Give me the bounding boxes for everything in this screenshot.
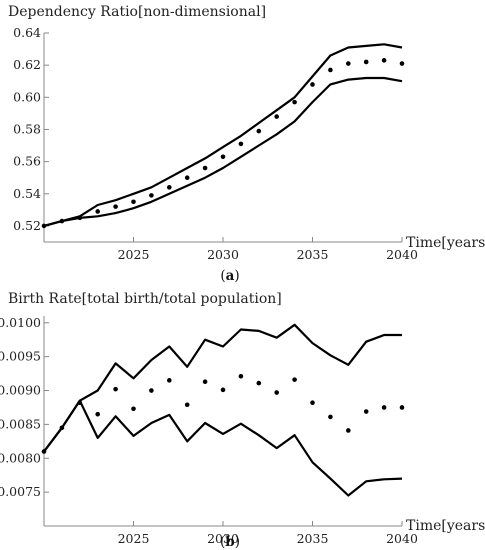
panel-a-data-point	[113, 204, 118, 209]
panel-a-x-ticks: 2025 2030 2035 2040	[118, 237, 418, 262]
panel-a-y-tick-label: 0.54	[13, 186, 41, 201]
panel-a-data-point	[256, 128, 262, 134]
panel-b-series-line-0	[43, 323, 402, 453]
panel-a-label: a	[226, 268, 235, 284]
panel-b-series	[41, 323, 405, 497]
panel-a-x-tick-label: 2035	[297, 247, 329, 262]
panel-b-data-point	[184, 402, 190, 408]
panel-a-data-point	[220, 154, 226, 160]
panel-a-chart: Dependency Ratio[non-dimensional] Time[y…	[8, 4, 485, 284]
panel-b-y-tick-label: 0.0080	[0, 450, 41, 465]
panel-a-series	[41, 43, 405, 229]
panel-a-data-point	[41, 223, 47, 229]
panel-a-xlabel: Time[years]	[406, 235, 485, 251]
panel-a-data-point	[292, 99, 297, 105]
panel-b-data-point	[238, 373, 244, 379]
panel-b-data-point	[274, 390, 280, 395]
panel-a-y-tick-label: 0.58	[13, 121, 41, 136]
panel-b-y-tick-label: 0.0095	[0, 349, 41, 364]
panel-b-y-tick-label: 0.0090	[0, 383, 41, 398]
panel-b-data-point	[256, 380, 262, 386]
panel-b-data-point	[77, 400, 83, 406]
panel-b-label: b	[225, 534, 234, 550]
panel-b-ylabel: Birth Rate[total birth/total population]	[8, 291, 282, 307]
panel-b-data-point	[292, 377, 297, 382]
panel-b-x-ticks: 2025 2030 2035 2040	[118, 521, 418, 546]
panel-a-y-tick-label: 0.62	[13, 57, 41, 72]
panel-a-y-ticks: 0.52 0.54 0.56 0.58 0.60 0.62 0.64	[13, 25, 49, 233]
panel-b-data-point	[149, 388, 154, 393]
panel-a-data-point	[238, 141, 244, 147]
panel-b-data-point	[113, 386, 118, 392]
panel-b-data-point	[167, 378, 172, 383]
panel-a-data-point	[167, 185, 172, 190]
panel-b-x-tick-label: 2030	[207, 531, 239, 546]
panel-b-data-point	[363, 409, 369, 414]
panel-a-data-point	[149, 193, 154, 198]
panel-b-data-point	[328, 414, 333, 420]
panel-a-caption: (a)	[220, 268, 239, 284]
panel-a-data-point	[346, 61, 351, 66]
panel-a-y-tick-label: 0.56	[13, 154, 41, 169]
panel-b-chart: Birth Rate[total birth/total population]…	[0, 291, 485, 550]
panel-a-x-tick-label: 2040	[386, 247, 418, 262]
panel-a-x-tick-label: 2030	[207, 247, 239, 262]
panel-b-data-point	[310, 400, 315, 406]
panel-a-data-point	[363, 59, 369, 65]
panel-b-x-tick-label: 2040	[386, 531, 418, 546]
panel-b-data-point	[220, 387, 226, 393]
panel-a-data-point	[381, 58, 387, 63]
panel-b-y-tick-label: 0.0075	[0, 484, 41, 499]
panel-b-xlabel: Time[years]	[406, 518, 485, 534]
panel-a-data-point	[310, 82, 315, 87]
panel-a-data-point	[399, 61, 405, 66]
panel-a-data-point	[328, 67, 333, 73]
panel-a-data-point	[95, 209, 100, 214]
panel-b-data-point	[346, 428, 351, 433]
panel-a-data-point	[77, 215, 83, 221]
panel-a-y-tick-label: 0.60	[13, 89, 41, 104]
panel-a-series-line-1	[43, 76, 403, 227]
panel-b-series-line-1	[43, 399, 403, 497]
panel-a-data-point	[59, 218, 65, 224]
panel-b-caption: (b)	[220, 534, 240, 550]
panel-b-data-point	[399, 405, 405, 410]
panel-b-x-tick-label: 2025	[118, 531, 150, 546]
panel-b-y-tick-label: 0.0100	[0, 315, 41, 330]
panel-a-y-tick-label: 0.64	[13, 25, 41, 40]
panel-a-series-line-0	[43, 43, 403, 227]
panel-a-data-point	[184, 175, 190, 180]
panel-a-data-point	[131, 199, 136, 205]
panel-b-data-point	[202, 379, 208, 385]
panel-b-y-ticks: 0.0075 0.0080 0.0085 0.0090 0.0095 0.0100	[0, 315, 49, 499]
panel-a-y-tick-label: 0.52	[13, 218, 41, 233]
panel-a-ylabel: Dependency Ratio[non-dimensional]	[8, 4, 266, 20]
panel-a-data-point	[202, 165, 208, 171]
panel-b-x-tick-label: 2035	[297, 531, 329, 546]
panel-b-data-point	[95, 411, 100, 417]
panel-b-y-tick-label: 0.0085	[0, 416, 41, 431]
panel-b-data-point	[381, 405, 387, 410]
panel-b-data-point	[131, 406, 136, 412]
panel-a-data-point	[274, 114, 280, 119]
panel-a-x-tick-label: 2025	[118, 247, 150, 262]
panel-b-data-point	[59, 425, 65, 431]
panel-b-data-point	[41, 449, 47, 454]
